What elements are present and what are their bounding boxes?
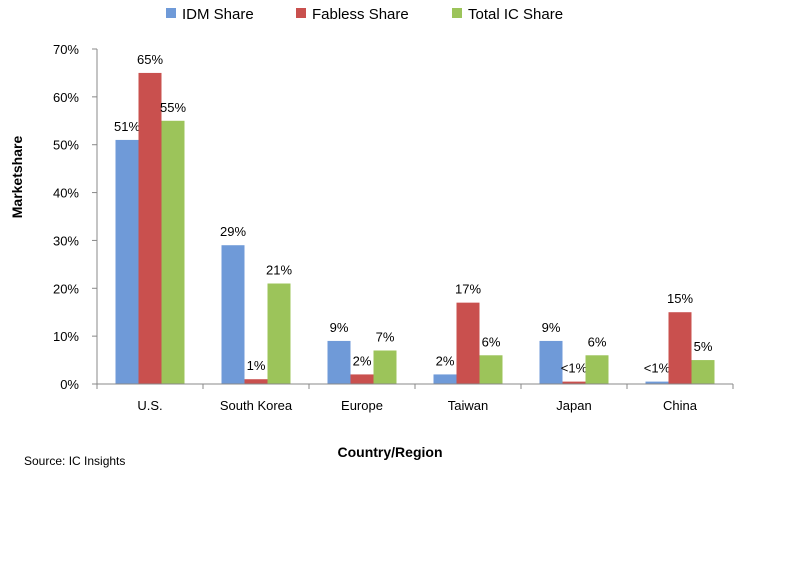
bar: [350, 374, 374, 384]
y-axis: 0% 10% 20% 30% 40% 50% 60% 70%: [53, 42, 98, 392]
x-axis-label: Country/Region: [338, 444, 443, 460]
data-label: 51%: [114, 119, 140, 134]
y-axis-label: Marketshare: [9, 136, 25, 219]
legend-label: Fabless Share: [312, 6, 409, 23]
bar: [267, 283, 291, 384]
data-label: <1%: [644, 361, 671, 376]
x-tick-label: Europe: [341, 398, 383, 413]
y-tick-label: 0%: [60, 377, 79, 392]
bar: [433, 374, 457, 384]
bar: [373, 350, 397, 384]
data-label: 1%: [247, 358, 266, 373]
data-label: 6%: [588, 334, 607, 349]
y-tick-label: 50%: [53, 138, 79, 153]
legend: IDM Share Fabless Share Total IC Share: [166, 6, 563, 23]
data-label: <1%: [561, 361, 588, 376]
bars-group: 51%65%55%29%1%21%9%2%7%2%17%6%9%<1%6%<1%…: [114, 52, 715, 385]
bar: [645, 381, 669, 384]
bar: [138, 72, 162, 384]
x-axis: U.S. South Korea Europe Taiwan Japan China: [96, 383, 734, 413]
source-note: Source: IC Insights: [24, 454, 125, 468]
bar: [668, 312, 692, 384]
data-label: 2%: [353, 353, 372, 368]
y-tick-label: 20%: [53, 281, 79, 296]
data-label: 17%: [455, 282, 481, 297]
data-label: 7%: [376, 330, 395, 345]
bar: [327, 340, 351, 384]
x-tick-label: Japan: [556, 398, 591, 413]
legend-swatch: [166, 8, 176, 18]
legend-swatch: [296, 8, 306, 18]
y-tick-label: 10%: [53, 329, 79, 344]
x-tick-label: Taiwan: [448, 398, 488, 413]
x-tick-label: U.S.: [137, 398, 162, 413]
data-label: 55%: [160, 100, 186, 115]
bar: [115, 139, 139, 384]
bar: [585, 355, 609, 384]
legend-label: Total IC Share: [468, 6, 563, 23]
bar: [456, 302, 480, 384]
data-label: 5%: [694, 339, 713, 354]
x-tick-label: South Korea: [220, 398, 293, 413]
bar: [539, 340, 563, 384]
data-label: 9%: [330, 320, 349, 335]
bar: [244, 379, 268, 384]
data-label: 29%: [220, 224, 246, 239]
data-label: 9%: [542, 320, 561, 335]
data-label: 21%: [266, 263, 292, 278]
bar: [161, 120, 185, 385]
bar: [691, 360, 715, 384]
y-tick-label: 60%: [53, 90, 79, 105]
x-tick-label: China: [663, 398, 698, 413]
data-label: 6%: [482, 334, 501, 349]
data-label: 15%: [667, 291, 693, 306]
legend-swatch: [452, 8, 462, 18]
legend-label: IDM Share: [182, 6, 254, 23]
data-label: 2%: [436, 353, 455, 368]
bar: [479, 355, 503, 384]
bar: [562, 381, 586, 384]
bar: [221, 245, 245, 384]
y-tick-label: 30%: [53, 233, 79, 248]
y-tick-label: 70%: [53, 42, 79, 57]
y-tick-label: 40%: [53, 186, 79, 201]
data-label: 65%: [137, 52, 163, 67]
